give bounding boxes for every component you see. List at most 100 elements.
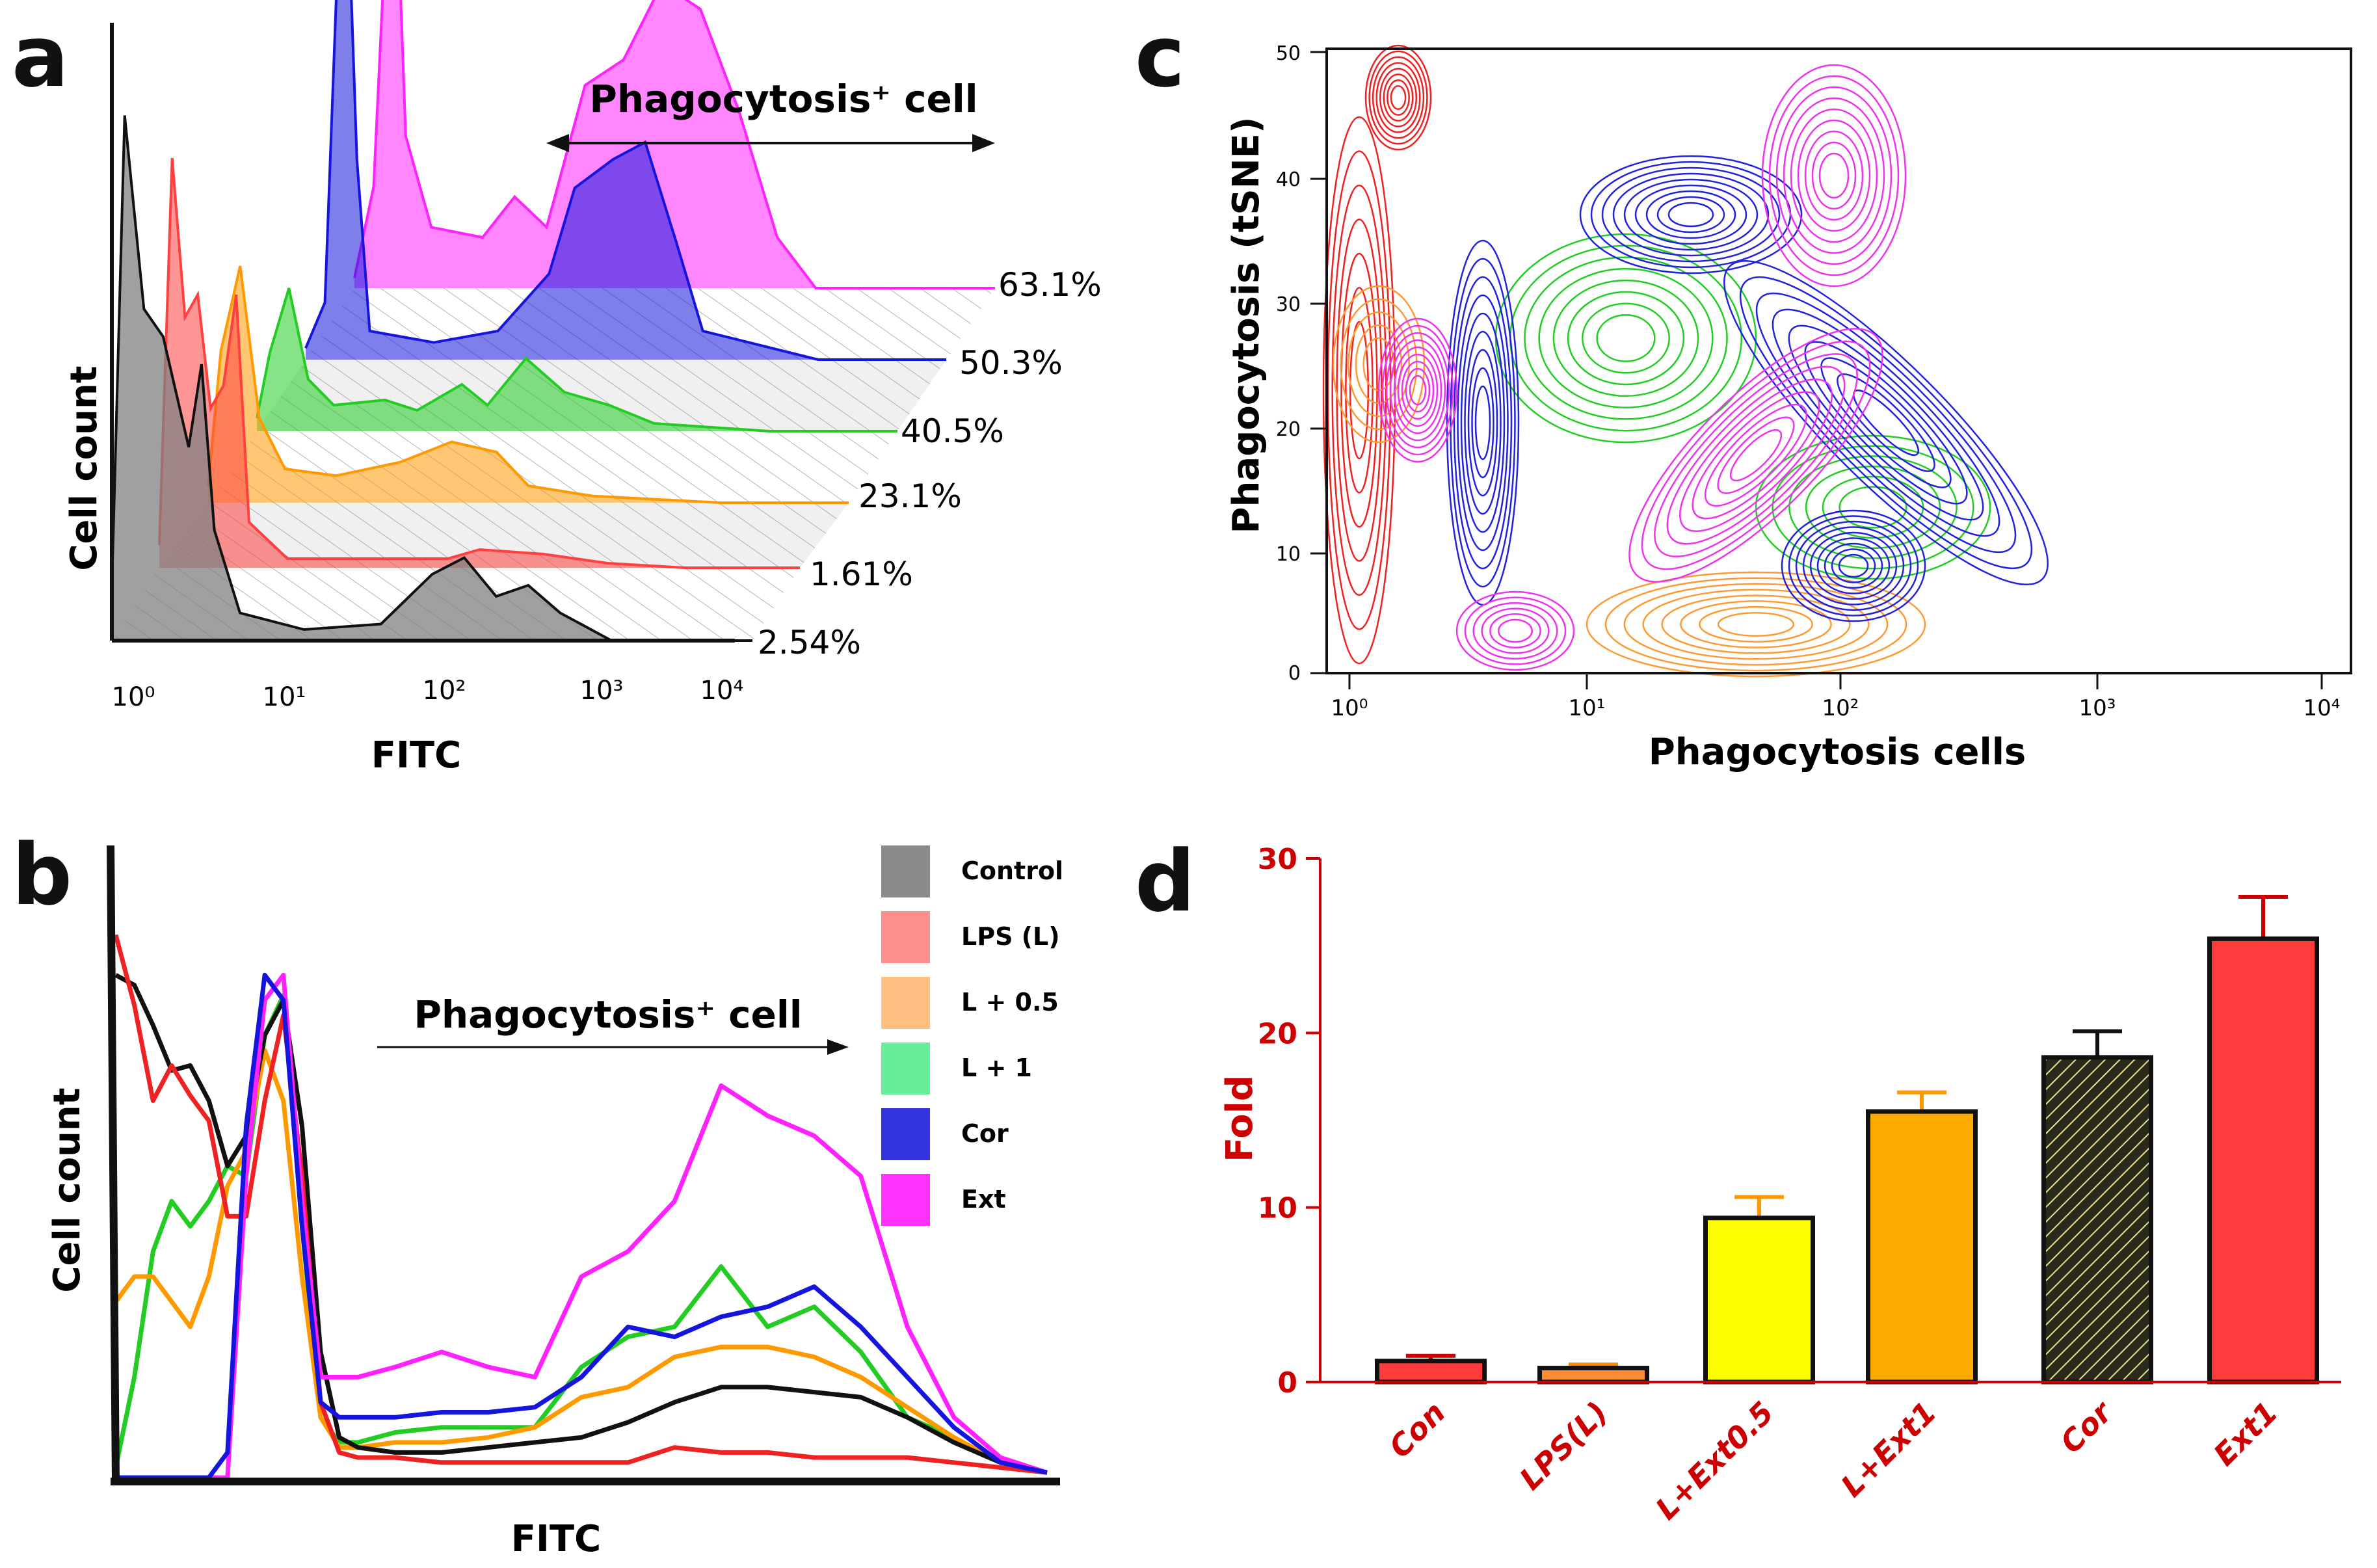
c-contour-7-1: [1450, 258, 1516, 588]
c-y-axis-title: Phagocytosis (tSNE): [1225, 117, 1268, 534]
a-percent-l1: 40.5%: [901, 412, 1004, 450]
c-contour-9-1: [1788, 515, 1919, 617]
b-legend-label-4: Cor: [961, 1119, 1009, 1148]
c-contour-0-7: [1390, 85, 1407, 111]
b-legend-swatch-3: [881, 1043, 930, 1095]
panel-label-b: b: [12, 825, 73, 924]
c-contour-4-6: [1582, 302, 1670, 374]
c-contour-7-3: [1457, 294, 1509, 551]
c-x-tick-2: 10²: [1822, 695, 1859, 721]
c-contour-12-1: [1381, 325, 1454, 456]
c-contour-12-6: [1401, 360, 1435, 420]
b-series-line-3: [113, 992, 1048, 1475]
b-series-line-0: [114, 973, 1048, 1475]
c-contour-9-8: [1838, 553, 1869, 578]
a-trace-fill-3: [257, 288, 897, 431]
b-legend-swatch-1: [881, 911, 930, 963]
d-bar-3: [1866, 1109, 1978, 1385]
c-contour-7-4: [1460, 312, 1506, 533]
c-contour-4-1: [1509, 245, 1743, 432]
c-contour-9-5: [1816, 537, 1891, 594]
c-contour-9-7: [1831, 548, 1876, 583]
c-contour-13-0: [1455, 591, 1575, 671]
c-contour-3-5: [1680, 600, 1832, 648]
c-contour-6-8: [1667, 202, 1714, 228]
b-legend: Control LPS (L) L + 0.5 L + 1 Cor Ext: [881, 845, 1063, 1226]
c-y-tick-10: 10: [1276, 543, 1301, 566]
c-contour-0-1: [1368, 50, 1428, 145]
c-contour-11-5: [1692, 391, 1820, 520]
b-legend-swatch-2: [881, 977, 930, 1029]
c-contour-6-5: [1634, 184, 1747, 245]
c-y-tick-20: 20: [1276, 418, 1301, 441]
d-y-axis-title: Fold: [1219, 1075, 1261, 1162]
a-tick-label-4: 10⁴: [700, 676, 744, 706]
a-trace-fill-1: [159, 158, 800, 568]
c-contour-8-2: [1755, 292, 2017, 553]
c-contour-1-5: [1345, 287, 1374, 494]
c-contour-3-6: [1699, 606, 1813, 643]
panel-a-histogram-stack: 10⁰ 10¹ 10² 10³ 10⁴ FITC Cell count Phag…: [63, 0, 1102, 777]
a-trace-line-4: [304, 0, 946, 361]
a-trace-fill-4: [306, 0, 946, 360]
panel-label-d: d: [1135, 832, 1196, 931]
c-contour-0-5: [1383, 73, 1414, 122]
c-contour-9-3: [1802, 526, 1905, 605]
b-legend-swatch-0: [881, 845, 930, 897]
c-contour-8-1: [1739, 276, 2033, 570]
a-double-arrow: [546, 134, 995, 152]
c-contour-8-5: [1804, 341, 1968, 505]
d-x-label-4: Cor: [2053, 1393, 2120, 1460]
c-contour-0-4: [1379, 68, 1418, 127]
c-contour-9-0: [1781, 509, 1926, 622]
c-x-tick-0: 10⁰: [1331, 695, 1368, 721]
c-contour-0-3: [1375, 62, 1421, 133]
c-contour-13-4: [1489, 613, 1541, 648]
c-contour-4-4: [1552, 279, 1699, 397]
d-bar-2: [1703, 1216, 1815, 1385]
a-trace-line-3: [256, 287, 897, 432]
c-contour-10-4: [1790, 108, 1878, 243]
c-contour-11-1: [1641, 340, 1871, 570]
a-tick-label-1: 10¹: [263, 682, 306, 712]
c-contour-10-1: [1768, 75, 1900, 276]
c-contour-6-7: [1656, 196, 1725, 233]
b-legend-label-3: L + 1: [961, 1054, 1032, 1082]
a-tick-label-0: 10⁰: [112, 682, 155, 712]
c-contour-6-2: [1601, 166, 1781, 263]
a-percent-ext: 63.1%: [998, 266, 1102, 304]
c-contour-11-4: [1679, 379, 1833, 532]
b-legend-swatch-5: [881, 1174, 930, 1226]
d-y-tick-label-3: 30: [1258, 843, 1297, 876]
d-bar-5: [2207, 936, 2319, 1385]
c-contour-10-6: [1804, 130, 1864, 221]
c-contour-11-0: [1628, 328, 1883, 583]
c-y-tick-40: 40: [1276, 168, 1301, 191]
c-contour-10-5: [1797, 119, 1871, 232]
b-legend-swatch-4: [881, 1108, 930, 1160]
c-contour-10-3: [1783, 97, 1885, 254]
b-x-axis-title: FITC: [511, 1518, 601, 1560]
a-floor-hatch: [159, 503, 849, 568]
c-x-tick-4: 10⁴: [2304, 695, 2341, 721]
b-phagocytosis-label: Phagocytosis⁺ cell: [414, 992, 802, 1037]
b-y-axis: [107, 845, 120, 1482]
c-contour-7-8: [1474, 385, 1491, 460]
a-percent-l05: 23.1%: [858, 477, 962, 515]
c-contour-8-0: [1723, 260, 2049, 585]
c-contour-7-7: [1471, 367, 1494, 479]
c-y-tick-30: 30: [1276, 293, 1301, 316]
b-legend-label-0: Control: [961, 857, 1063, 885]
c-contour-8-7: [1837, 373, 1935, 472]
c-contour-0-2: [1372, 56, 1425, 139]
c-y-tick-50: 50: [1276, 42, 1301, 65]
c-contour-4-3: [1538, 268, 1714, 408]
a-y-axis-title: Cell count: [63, 365, 105, 570]
c-contour-12-4: [1393, 346, 1442, 434]
c-contour-9-2: [1795, 520, 1912, 611]
c-contour-3-7: [1717, 611, 1795, 637]
c-contour-12-3: [1389, 339, 1446, 442]
panel-c-contour-plot: 50 40 30 20 10 0 10⁰ 10¹ 10² 10³ 10⁴ Pha…: [1225, 42, 2352, 773]
c-contour-10-8: [1818, 152, 1850, 199]
